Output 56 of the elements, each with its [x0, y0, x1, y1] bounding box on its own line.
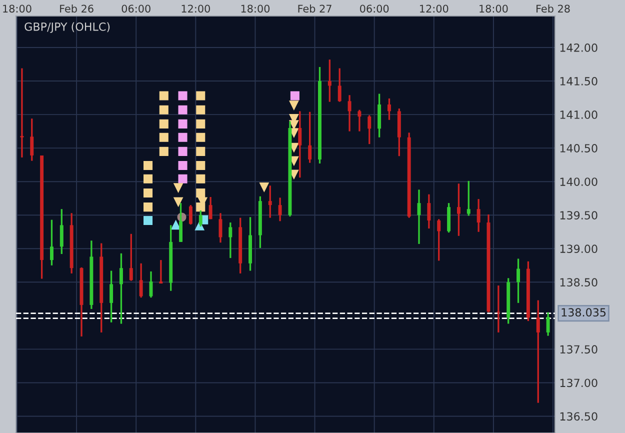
candlestick — [268, 184, 272, 219]
x-tick-label: 18:00 — [480, 4, 508, 13]
candlestick — [129, 233, 133, 282]
candlestick — [387, 98, 391, 121]
y-tick-label: 141.50 — [560, 77, 598, 86]
candlestick — [298, 110, 302, 178]
y-tick-label: 137.00 — [560, 378, 598, 388]
candlestick — [188, 204, 192, 226]
candlestick — [110, 270, 114, 324]
x-tick-label: 06:00 — [122, 4, 150, 13]
candlestick — [536, 299, 540, 404]
x-tick-label: 12:00 — [420, 4, 448, 13]
candlestick — [159, 259, 163, 284]
candlestick — [30, 118, 34, 162]
candlestick — [228, 222, 232, 259]
candlestick — [338, 67, 342, 103]
y-tick-label: 138.50 — [560, 278, 598, 287]
x-tick-label: 18:00 — [241, 4, 270, 13]
y-tick-label: 140.50 — [560, 144, 598, 152]
y-tick-label: 140.00 — [560, 178, 598, 186]
candlestick — [328, 58, 332, 103]
candlestick — [198, 210, 202, 228]
candlestick — [437, 218, 441, 262]
candlestick — [358, 109, 362, 132]
text: GBP/JPY (OHLC) — [24, 22, 110, 33]
candlestick — [60, 208, 64, 255]
y-tick-label: 139.50 — [560, 211, 598, 220]
candlestick — [20, 67, 24, 158]
y-tick-label: 137.50 — [560, 345, 598, 354]
candlestick — [368, 114, 372, 145]
x-tick-label: 12:00 — [182, 4, 210, 13]
candlestick — [516, 258, 520, 304]
x-tick-label: 06:00 — [360, 4, 389, 13]
candlestick — [308, 111, 312, 164]
x-tick-label: 18:00 — [3, 4, 32, 13]
candlestick — [119, 252, 123, 325]
ref-line-label: 138.035 — [562, 308, 606, 317]
x-tick-label: Feb 27 — [298, 4, 332, 13]
candlestick — [427, 193, 431, 230]
candlestick — [348, 94, 352, 132]
x-tick-label: Feb 28 — [536, 4, 570, 13]
y-tick-label: 141.00 — [560, 110, 598, 119]
candlestick — [496, 284, 500, 334]
candlestick — [50, 218, 54, 266]
candlestick — [476, 198, 480, 233]
candlestick — [218, 212, 222, 244]
candlestick — [466, 180, 470, 217]
x-tick-label: Feb 26 — [60, 4, 94, 13]
y-tick-label: 136.50 — [560, 412, 598, 421]
y-tick-label: 142.00 — [560, 43, 598, 52]
candlestick — [139, 262, 143, 298]
candlestick — [278, 196, 282, 222]
candlestick — [208, 196, 212, 220]
candlestick — [456, 182, 460, 237]
y-tick-label: 139.00 — [560, 244, 598, 254]
candlestick — [546, 311, 550, 337]
